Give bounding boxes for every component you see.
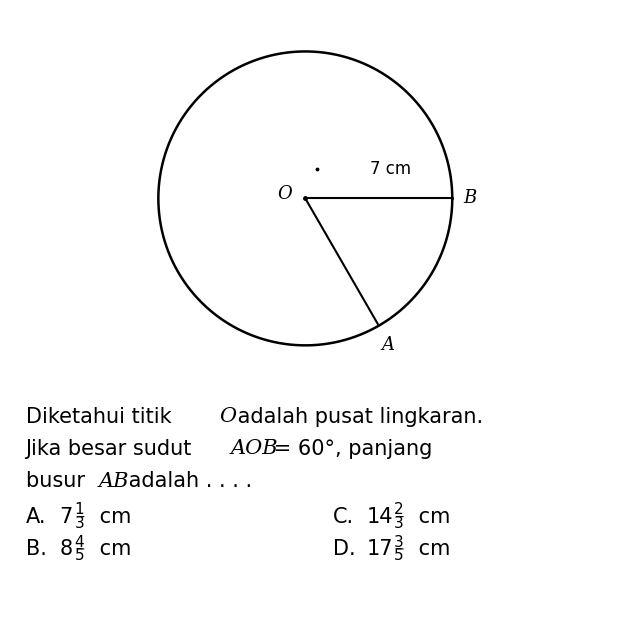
Text: 4: 4	[75, 534, 84, 549]
Text: C.: C.	[333, 507, 354, 526]
Text: 2: 2	[394, 502, 404, 517]
Text: 7: 7	[60, 507, 72, 526]
Text: B.: B.	[26, 539, 47, 559]
Text: 3: 3	[75, 516, 84, 531]
Text: cm: cm	[93, 507, 131, 526]
Text: Diketahui titik: Diketahui titik	[26, 407, 178, 427]
Text: busur: busur	[26, 471, 92, 491]
Text: O: O	[219, 407, 236, 426]
Text: AOB: AOB	[231, 440, 278, 458]
Text: adalah pusat lingkaran.: adalah pusat lingkaran.	[231, 407, 483, 427]
Text: 3: 3	[394, 534, 404, 549]
Text: AB: AB	[98, 472, 129, 490]
Text: 3: 3	[394, 516, 404, 531]
Text: B: B	[463, 189, 477, 208]
Text: = 60°, panjang: = 60°, panjang	[268, 439, 433, 459]
Text: 8: 8	[60, 539, 72, 559]
Text: 5: 5	[75, 548, 84, 564]
Text: cm: cm	[93, 539, 131, 559]
Text: adalah . . . .: adalah . . . .	[122, 471, 252, 491]
Text: 1: 1	[75, 502, 84, 517]
Text: 7 cm: 7 cm	[370, 160, 411, 178]
Text: A: A	[381, 336, 394, 354]
Text: Jika besar sudut: Jika besar sudut	[26, 439, 198, 459]
Text: O: O	[277, 185, 292, 203]
Text: cm: cm	[412, 539, 451, 559]
Text: cm: cm	[412, 507, 451, 526]
Text: 17: 17	[367, 539, 393, 559]
Text: A.: A.	[26, 507, 46, 526]
Text: 14: 14	[367, 507, 393, 526]
Text: 5: 5	[394, 548, 404, 564]
Text: D.: D.	[333, 539, 355, 559]
